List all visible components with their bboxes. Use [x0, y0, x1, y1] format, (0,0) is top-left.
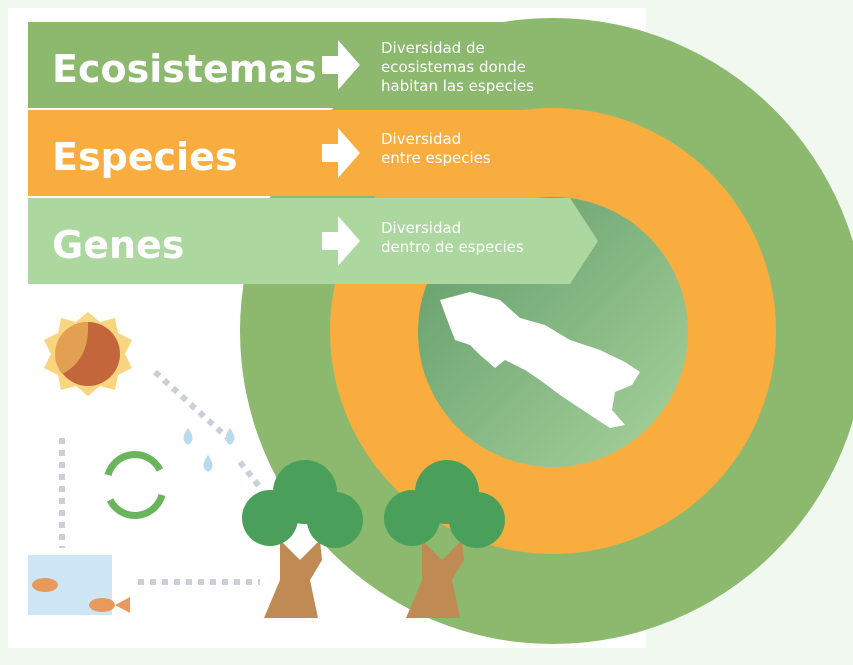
tree: [384, 460, 505, 618]
band-species: [28, 110, 598, 196]
arrow: [322, 40, 360, 90]
arrow: [322, 216, 360, 266]
band-description: ecosistemas donde: [381, 58, 526, 76]
band-description: habitan las especies: [381, 77, 534, 95]
arrow: [322, 128, 360, 178]
recycle-icon: [104, 451, 166, 519]
cycle-paths: [59, 369, 265, 585]
band-description: Diversidad: [381, 219, 461, 237]
band-genes: [28, 198, 598, 284]
sun: [44, 312, 132, 396]
water-fish: [28, 555, 130, 615]
band-description: Diversidad: [381, 130, 461, 148]
band-ecosystems: [28, 22, 598, 108]
arrows: [322, 40, 360, 266]
band-description: dentro de especies: [381, 238, 524, 256]
band-description: entre especies: [381, 149, 491, 167]
band-description: Diversidad de: [381, 39, 485, 57]
tree: [242, 460, 363, 618]
band-title: Genes: [52, 223, 184, 267]
water-drops: [183, 428, 235, 472]
band-title: Especies: [52, 135, 238, 179]
costa-rica-map: [440, 292, 640, 428]
band-title: Ecosistemas: [52, 47, 317, 91]
